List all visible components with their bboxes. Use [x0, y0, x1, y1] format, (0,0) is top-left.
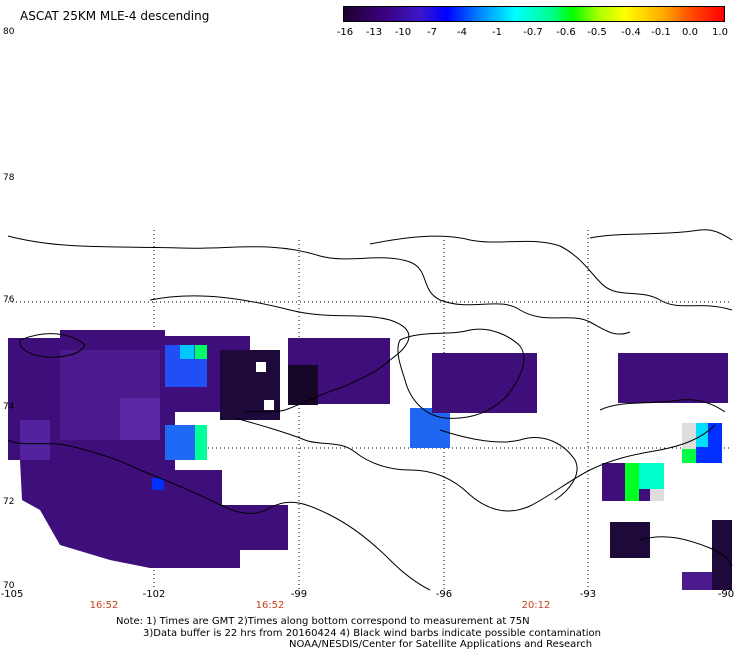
lat-label: 78: [3, 173, 15, 183]
lat-label: 70: [3, 581, 15, 591]
note-line: Note: 1) Times are GMT 2)Times along bot…: [116, 616, 530, 627]
colorbar-tick: -4: [457, 27, 467, 38]
colorbar-tick: -7: [427, 27, 437, 38]
colorbar: [343, 6, 725, 22]
colorbar-tick: -1: [492, 27, 502, 38]
lon-label: -90: [717, 589, 735, 600]
lon-label: -93: [579, 589, 597, 600]
lon-label: -96: [435, 589, 453, 600]
map-title: ASCAT 25KM MLE-4 descending: [20, 9, 210, 23]
lon-label: -102: [142, 589, 166, 600]
colorbar-tick: -16: [336, 27, 354, 38]
time-label: 16:52: [255, 600, 285, 611]
colorbar-tick: -0.7: [523, 27, 543, 38]
lat-label: 80: [3, 27, 15, 37]
time-label: 20:12: [521, 600, 551, 611]
credit-line: NOAA/NESDIS/Center for Satellite Applica…: [289, 639, 593, 650]
colorbar-tick: 1.0: [712, 27, 728, 38]
colorbar-tick: -0.1: [651, 27, 671, 38]
note-line: 3)Data buffer is 22 hrs from 20160424 4)…: [143, 628, 601, 639]
colorbar-tick: -13: [365, 27, 383, 38]
wind-data-swaths: [8, 330, 732, 590]
time-label: 16:52: [89, 600, 119, 611]
lat-label: 74: [3, 402, 15, 412]
coastlines: [7, 229, 733, 591]
colorbar-tick: -0.4: [621, 27, 641, 38]
lon-label: -99: [290, 589, 308, 600]
colorbar-tick: -0.6: [556, 27, 576, 38]
lat-label: 72: [3, 497, 15, 507]
colorbar-tick: 0.0: [682, 27, 698, 38]
lon-label: -105: [0, 589, 24, 600]
colorbar-tick: -10: [394, 27, 412, 38]
lat-label: 76: [3, 295, 15, 305]
colorbar-tick: -0.5: [587, 27, 607, 38]
